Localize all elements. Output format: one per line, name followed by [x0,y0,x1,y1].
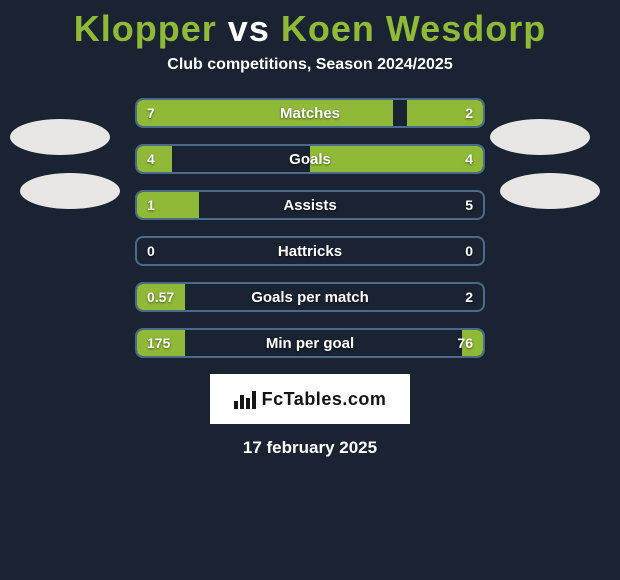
stat-label: Goals [137,146,483,172]
stat-row: 17576Min per goal [135,328,485,358]
title-part: Klopper [74,8,217,49]
stat-label: Matches [137,100,483,126]
stat-label: Min per goal [137,330,483,356]
subtitle: Club competitions, Season 2024/2025 [0,56,620,74]
stat-row: 00Hattricks [135,236,485,266]
team-badge [20,173,120,209]
stat-row: 44Goals [135,144,485,174]
title-part: vs [217,8,281,49]
stat-row: 72Matches [135,98,485,128]
stat-row: 0.572Goals per match [135,282,485,312]
stat-row: 15Assists [135,190,485,220]
team-badge [10,119,110,155]
stat-label: Assists [137,192,483,218]
page-title: Klopper vs Koen Wesdorp [0,0,620,56]
brand-text: FcTables.com [262,389,387,410]
brand-logo: FcTables.com [210,374,410,424]
bars-icon [234,389,256,409]
stat-label: Hattricks [137,238,483,264]
title-part: Koen Wesdorp [281,8,546,49]
team-badge [500,173,600,209]
stats-container: 72Matches 44Goals 15Assists 00Hattricks 0.57… [135,98,485,358]
team-badge [490,119,590,155]
stat-label: Goals per match [137,284,483,310]
footer-date: 17 february 2025 [0,438,620,458]
